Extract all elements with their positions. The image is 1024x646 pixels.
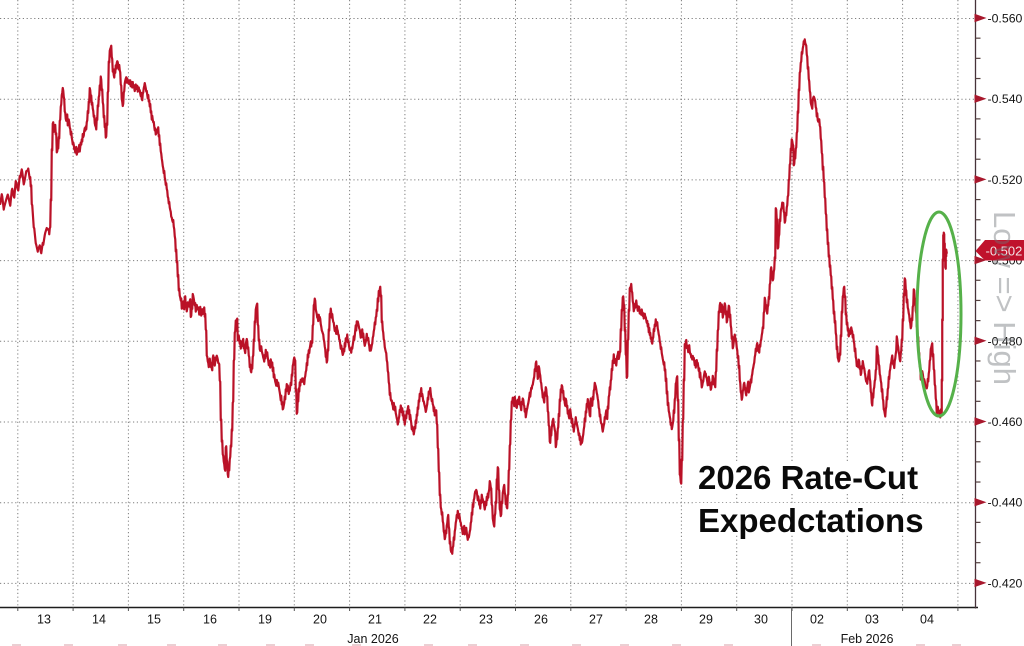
annotation-title-line2: Expedctations (698, 502, 924, 539)
bottom-edge-mark (916, 644, 925, 646)
bottom-edge-mark (424, 644, 433, 646)
x-axis-label: 28 (644, 613, 658, 627)
bottom-edge-mark (305, 644, 314, 646)
x-axis-label: 27 (589, 613, 603, 627)
bottom-edge-mark (64, 644, 73, 646)
annotation-title-line1: 2026 Rate-Cut (698, 459, 918, 496)
bottom-edge-mark (468, 644, 477, 646)
y-axis-tick-arrow (974, 417, 987, 426)
price-line (0, 38, 948, 555)
x-axis-label: 02 (810, 613, 824, 627)
month-label: Feb 2026 (841, 632, 894, 646)
x-axis-label: 20 (313, 613, 327, 627)
month-label: Jan 2026 (347, 632, 398, 646)
bottom-edge-mark (672, 644, 681, 646)
y-axis-tick-arrow (974, 94, 987, 103)
y-axis-tick-arrow (974, 578, 987, 588)
bottom-edge-mark (572, 644, 581, 646)
bottom-edge-mark (520, 644, 529, 646)
y-axis-tick-arrow (974, 13, 987, 23)
bottom-edge-mark (266, 644, 275, 646)
y-axis-label: -0.460 (988, 415, 1023, 429)
y-axis-tick-arrow (974, 498, 987, 507)
y-axis-label: -0.520 (988, 173, 1023, 187)
last-value-badge-text: -0.502 (986, 243, 1023, 258)
y-axis-tick-arrow (974, 255, 987, 265)
bottom-edge-mark (620, 644, 629, 646)
x-axis-label: 29 (699, 613, 713, 627)
bottom-edge-mark (952, 644, 961, 646)
x-axis-label: 22 (423, 613, 437, 627)
x-axis-label: 21 (368, 613, 382, 627)
annotation-backing (694, 461, 923, 492)
y-axis-side-label: Low => High (987, 211, 1022, 385)
x-axis-label: 13 (37, 613, 51, 627)
bottom-edge-mark (218, 644, 227, 646)
bottom-edge-mark (167, 644, 176, 646)
x-axis-label: 14 (92, 613, 106, 627)
y-axis-label: -0.540 (988, 92, 1023, 106)
bottom-edge-mark (724, 644, 733, 646)
x-axis-label: 15 (147, 613, 161, 627)
bottom-edge-mark (12, 644, 21, 646)
highlight-ellipse (915, 210, 963, 418)
annotation-backing (694, 503, 927, 535)
y-axis-label: -0.420 (988, 576, 1023, 590)
y-axis-tick-arrow (974, 175, 987, 184)
bottom-edge-mark (118, 644, 127, 646)
y-axis-label: -0.440 (988, 496, 1023, 510)
y-axis-tick-arrow (974, 336, 987, 345)
bottom-edge-mark (812, 644, 821, 646)
x-axis-label: 30 (754, 613, 768, 627)
x-axis-label: 23 (479, 613, 493, 627)
x-axis-label: 19 (258, 613, 272, 627)
y-axis-label: -0.480 (988, 334, 1023, 348)
last-value-badge (975, 240, 1024, 261)
x-axis-label: 03 (865, 613, 879, 627)
x-axis-label: 04 (920, 613, 934, 627)
bottom-edge-mark (352, 644, 361, 646)
x-axis-label: 26 (534, 613, 548, 627)
y-axis-label: -0.560 (988, 12, 1023, 26)
bottom-edge-artifacts (12, 644, 961, 646)
x-axis-label: 16 (203, 613, 217, 627)
